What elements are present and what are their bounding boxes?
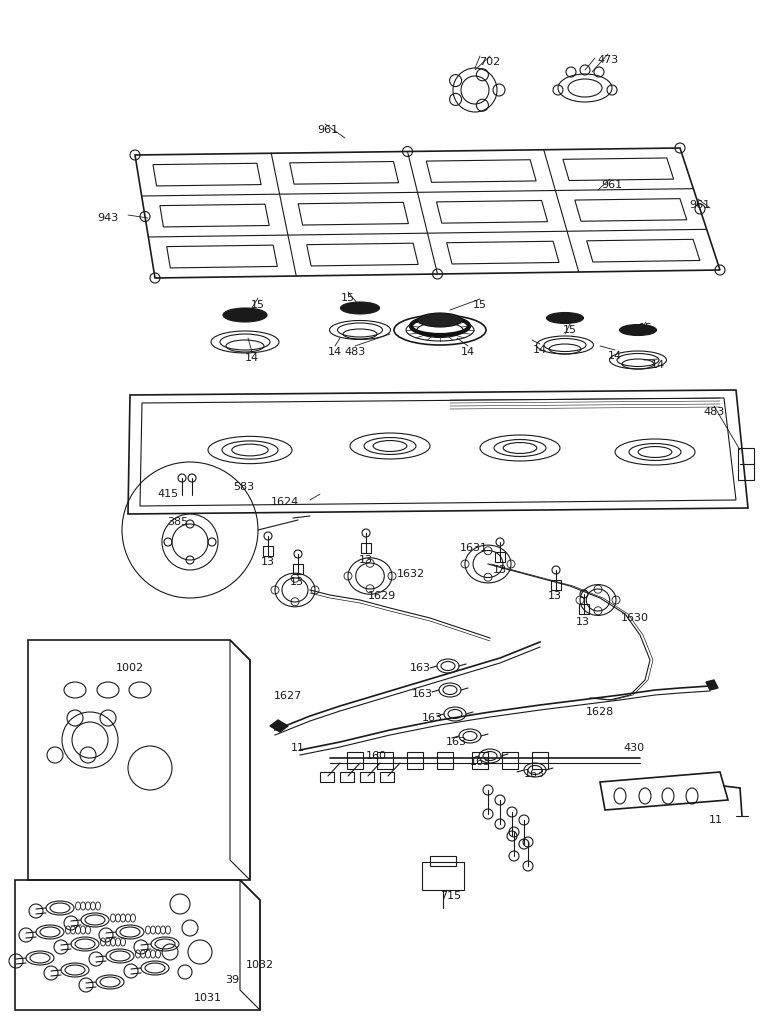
Text: 15: 15 <box>341 293 355 303</box>
Text: 961: 961 <box>317 125 339 135</box>
Text: 1628: 1628 <box>586 707 614 717</box>
Text: 163: 163 <box>422 713 442 723</box>
Bar <box>380 772 394 782</box>
Text: 163: 163 <box>409 663 431 673</box>
Text: 13: 13 <box>359 555 373 565</box>
Text: 583: 583 <box>233 482 254 492</box>
Text: 14: 14 <box>608 351 622 361</box>
Bar <box>263 546 273 556</box>
Ellipse shape <box>547 312 584 324</box>
Text: 961: 961 <box>601 180 623 190</box>
Text: 1630: 1630 <box>621 613 649 623</box>
Text: 1002: 1002 <box>116 663 144 673</box>
Bar <box>407 752 423 769</box>
Text: 15: 15 <box>639 323 653 333</box>
Text: 1631: 1631 <box>460 543 488 553</box>
Bar <box>377 752 393 769</box>
Ellipse shape <box>340 302 379 314</box>
Text: 14: 14 <box>651 360 665 370</box>
Text: 163: 163 <box>524 769 545 779</box>
Text: 1627: 1627 <box>274 691 302 701</box>
Text: 13: 13 <box>576 617 590 627</box>
Text: 13: 13 <box>261 557 275 567</box>
Polygon shape <box>270 720 288 732</box>
Text: 715: 715 <box>440 891 462 901</box>
Text: 14: 14 <box>533 345 547 355</box>
Bar <box>472 752 488 769</box>
Text: 13: 13 <box>290 577 304 587</box>
Ellipse shape <box>620 325 657 336</box>
Ellipse shape <box>223 308 267 322</box>
Text: 961: 961 <box>690 200 710 210</box>
Bar <box>437 752 453 769</box>
Text: 13: 13 <box>548 591 562 601</box>
Text: 483: 483 <box>703 407 725 417</box>
Bar <box>430 856 456 866</box>
Text: 160: 160 <box>366 751 386 761</box>
Text: 1031: 1031 <box>194 993 222 1002</box>
Bar <box>502 752 518 769</box>
Bar <box>320 772 334 782</box>
Text: 1629: 1629 <box>368 591 396 601</box>
Text: 15: 15 <box>473 300 487 310</box>
Text: 1032: 1032 <box>246 961 274 970</box>
Text: 385: 385 <box>167 517 189 527</box>
Text: 14: 14 <box>245 353 259 362</box>
Text: 14: 14 <box>461 347 475 357</box>
Bar <box>579 604 589 614</box>
Bar <box>361 543 371 553</box>
Bar <box>495 552 505 562</box>
Text: 14: 14 <box>328 347 342 357</box>
Text: 415: 415 <box>157 489 179 499</box>
Text: 473: 473 <box>598 55 619 65</box>
Bar <box>532 752 548 769</box>
Bar <box>360 772 374 782</box>
Bar <box>422 862 464 890</box>
Text: 483: 483 <box>344 347 366 357</box>
Text: 430: 430 <box>624 743 644 753</box>
Text: 1624: 1624 <box>271 497 299 507</box>
Text: 39: 39 <box>225 975 239 985</box>
Text: 13: 13 <box>493 565 507 575</box>
Text: 11: 11 <box>291 743 305 753</box>
Bar <box>347 752 363 769</box>
Text: 163: 163 <box>469 757 491 767</box>
Text: 11: 11 <box>709 815 723 825</box>
Bar <box>551 580 561 590</box>
Bar <box>340 772 354 782</box>
Text: 702: 702 <box>479 57 501 67</box>
Polygon shape <box>706 680 718 690</box>
Bar <box>738 449 754 480</box>
Text: 15: 15 <box>563 325 577 335</box>
Ellipse shape <box>418 313 462 327</box>
Text: 163: 163 <box>445 737 466 746</box>
Text: 943: 943 <box>98 213 118 223</box>
Bar <box>293 564 303 574</box>
Text: 15: 15 <box>251 300 265 310</box>
Text: 1632: 1632 <box>397 569 425 579</box>
Text: 163: 163 <box>412 689 432 699</box>
